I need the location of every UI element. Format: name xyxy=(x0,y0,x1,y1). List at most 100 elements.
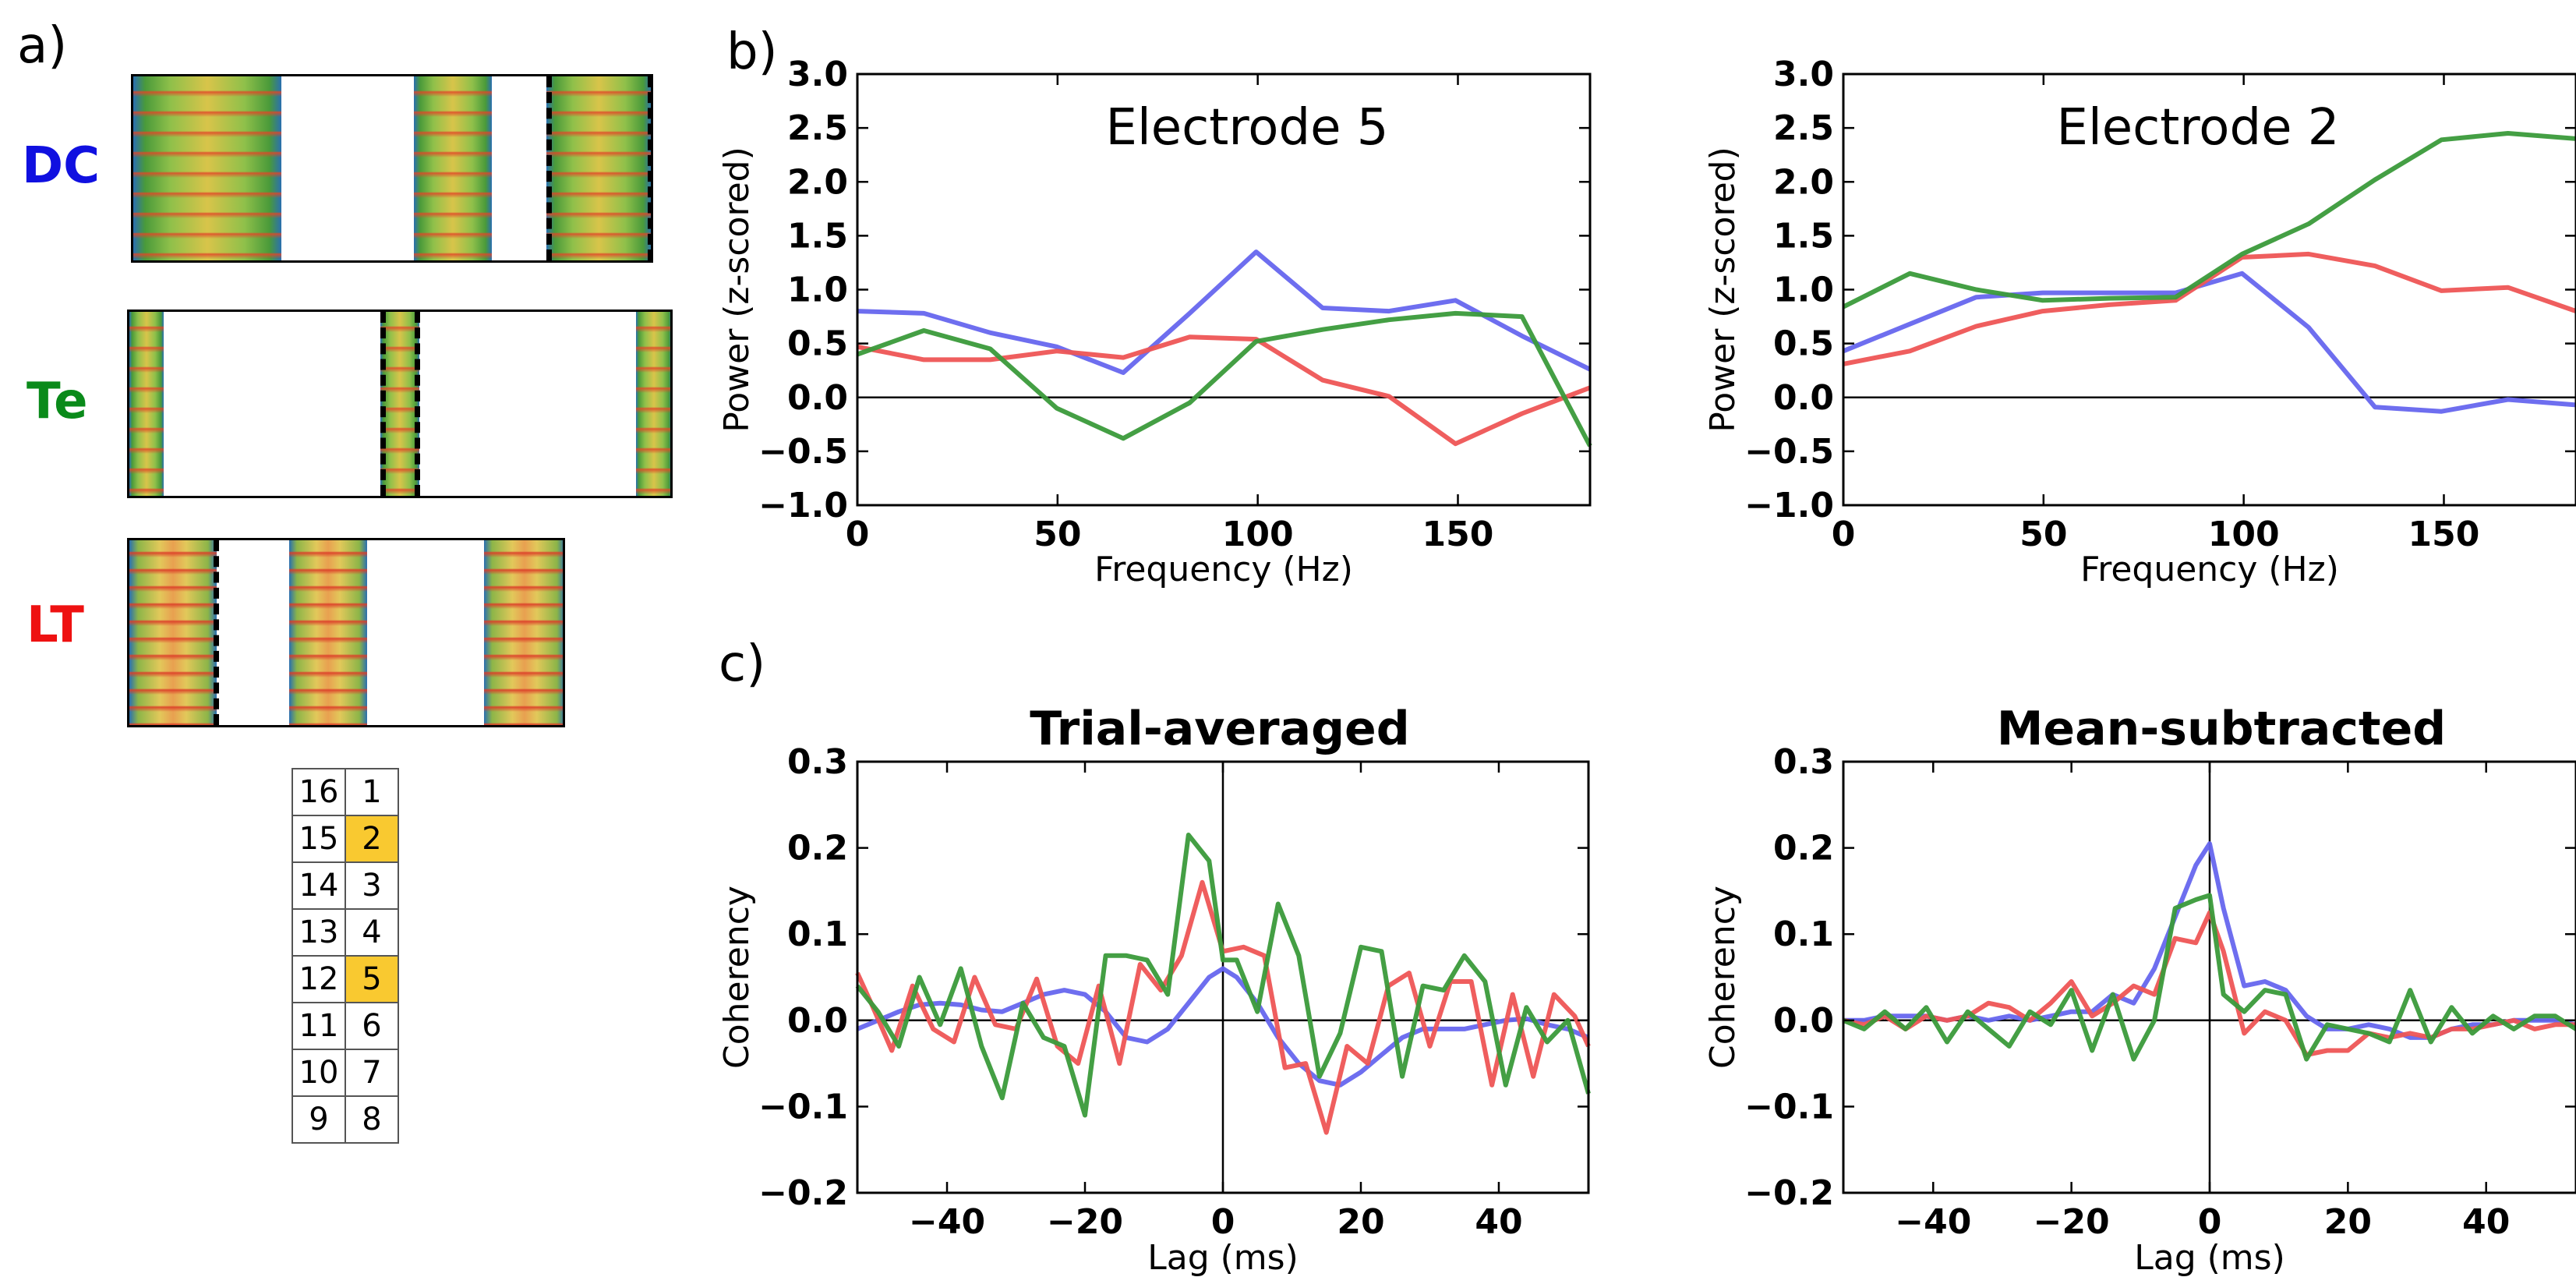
stim-label-te: Te xyxy=(27,373,88,430)
x-axis-label: Frequency (Hz) xyxy=(2080,550,2339,589)
y-tick-label: 3.0 xyxy=(787,55,848,94)
chart-title: Mean-subtracted xyxy=(1997,702,2447,756)
y-tick-label: 0.2 xyxy=(787,829,848,868)
y-axis-label: Power (z-scored) xyxy=(717,147,757,432)
y-tick-label: 1.5 xyxy=(1773,216,1834,256)
grid-cell: 5 xyxy=(345,955,399,1003)
series-line-dc xyxy=(857,249,1592,375)
y-tick-label: 0.3 xyxy=(1773,742,1834,782)
stim-label-lt: LT xyxy=(27,596,84,654)
grid-row: 10 7 xyxy=(292,1049,399,1097)
grid-cell: 16 xyxy=(292,768,346,816)
electrode-grid: 16 1 15 2 14 3 13 4 12 5 11 6 10 7 9 8 xyxy=(292,768,399,1144)
grid-cell: 2 xyxy=(345,815,399,863)
y-axis-label: Coherency xyxy=(1703,886,1743,1069)
grid-cell: 7 xyxy=(345,1049,399,1097)
x-tick-label: 0 xyxy=(1211,1202,1235,1242)
x-tick-label: 50 xyxy=(2019,515,2067,554)
y-tick-label: 0.2 xyxy=(1773,829,1834,868)
y-axis-label: Coherency xyxy=(717,886,757,1069)
x-tick-label: 20 xyxy=(2324,1202,2372,1242)
series-line-dc xyxy=(856,966,1590,1088)
x-tick-label: 150 xyxy=(1422,515,1494,554)
y-tick-label: −0.5 xyxy=(1744,432,1834,472)
chart-title: Trial-averaged xyxy=(1030,702,1409,756)
y-tick-label: 0.0 xyxy=(1773,1001,1834,1041)
syllable xyxy=(129,540,217,725)
y-tick-label: 0.0 xyxy=(787,1001,848,1041)
x-tick-label: −20 xyxy=(1047,1202,1123,1242)
y-tick-label: −0.1 xyxy=(758,1087,848,1127)
y-tick-label: 2.0 xyxy=(1773,162,1834,202)
y-axis-label: Power (z-scored) xyxy=(1703,147,1743,432)
y-tick-label: 0.0 xyxy=(1773,378,1834,418)
x-tick-label: 0 xyxy=(846,515,870,554)
grid-row: 13 4 xyxy=(292,908,399,957)
grid-row: 14 3 xyxy=(292,861,399,910)
syllable xyxy=(546,76,651,260)
y-tick-label: 1.5 xyxy=(787,216,848,256)
series-line-te xyxy=(856,310,1592,447)
segment-marker xyxy=(648,76,651,260)
y-tick-label: −0.2 xyxy=(1744,1173,1834,1213)
x-axis-label: Frequency (Hz) xyxy=(1094,550,1353,589)
y-tick-label: −0.2 xyxy=(758,1173,848,1213)
segment-marker xyxy=(214,540,219,725)
y-tick-label: 0.0 xyxy=(787,378,848,418)
stim-label-dc: DC xyxy=(22,137,101,195)
grid-cell: 8 xyxy=(345,1095,399,1144)
chart-2: −40 −20 0 20 40 −0.2 −0.1 0.0 0.1 0.2 0.3 Trial-ave… xyxy=(717,702,1591,1277)
series-line-te xyxy=(1842,893,2576,1062)
grid-cell: 4 xyxy=(345,908,399,957)
grid-cell: 3 xyxy=(345,861,399,910)
x-axis-label: Lag (ms) xyxy=(2134,1238,2285,1277)
grid-cell: 13 xyxy=(292,908,346,957)
syllable xyxy=(289,540,367,725)
syllable xyxy=(484,540,563,725)
spectrogram-dc xyxy=(131,74,653,263)
x-tick-label: 50 xyxy=(1034,515,1081,554)
x-tick-label: 20 xyxy=(1337,1202,1384,1242)
spectrogram-lt xyxy=(127,538,565,727)
x-axis-label: Lag (ms) xyxy=(1147,1238,1299,1277)
panel-label-a: a) xyxy=(17,17,68,75)
syllable xyxy=(636,312,670,496)
series-line-te xyxy=(855,833,1591,1118)
grid-cell: 9 xyxy=(292,1095,346,1144)
x-tick-label: 100 xyxy=(2208,515,2280,554)
chart-title: Electrode 2 xyxy=(2057,99,2340,157)
x-tick-label: 40 xyxy=(1475,1202,1522,1242)
panel-label-c: c) xyxy=(719,635,766,693)
grid-cell: 1 xyxy=(345,768,399,816)
grid-cell: 14 xyxy=(292,861,346,910)
y-tick-label: 3.0 xyxy=(1773,55,1834,94)
y-tick-label: 2.0 xyxy=(787,162,848,202)
y-tick-label: 0.5 xyxy=(787,324,848,364)
segment-marker xyxy=(415,312,420,496)
chart-title: Electrode 5 xyxy=(1106,99,1389,157)
grid-cell: 6 xyxy=(345,1002,399,1050)
y-tick-label: −0.1 xyxy=(1744,1087,1834,1127)
series-line-lt xyxy=(1843,910,2576,1057)
x-tick-label: 0 xyxy=(2198,1202,2222,1242)
syllable xyxy=(129,312,164,496)
segment-marker xyxy=(380,312,386,496)
y-tick-label: 1.0 xyxy=(1773,271,1834,310)
y-tick-label: 0.1 xyxy=(1773,914,1834,954)
grid-cell: 11 xyxy=(292,1002,346,1050)
grid-row: 15 2 xyxy=(292,815,399,863)
x-tick-label: 100 xyxy=(1222,515,1294,554)
chart-3: −40 −20 0 20 40 −0.2 −0.1 0.0 0.1 0.2 0.3 Mean-subt… xyxy=(1703,702,2576,1277)
series-line-dc xyxy=(1842,271,2576,414)
series-line-lt xyxy=(857,334,1592,447)
x-tick-label: −40 xyxy=(1895,1202,1971,1242)
x-tick-label: −40 xyxy=(909,1202,985,1242)
y-tick-label: 0.1 xyxy=(787,914,848,954)
x-tick-label: 150 xyxy=(2408,515,2480,554)
spectrogram-te xyxy=(127,310,673,498)
series-line-te xyxy=(1842,131,2576,310)
grid-row: 11 6 xyxy=(292,1002,399,1050)
grid-cell: 15 xyxy=(292,815,346,863)
